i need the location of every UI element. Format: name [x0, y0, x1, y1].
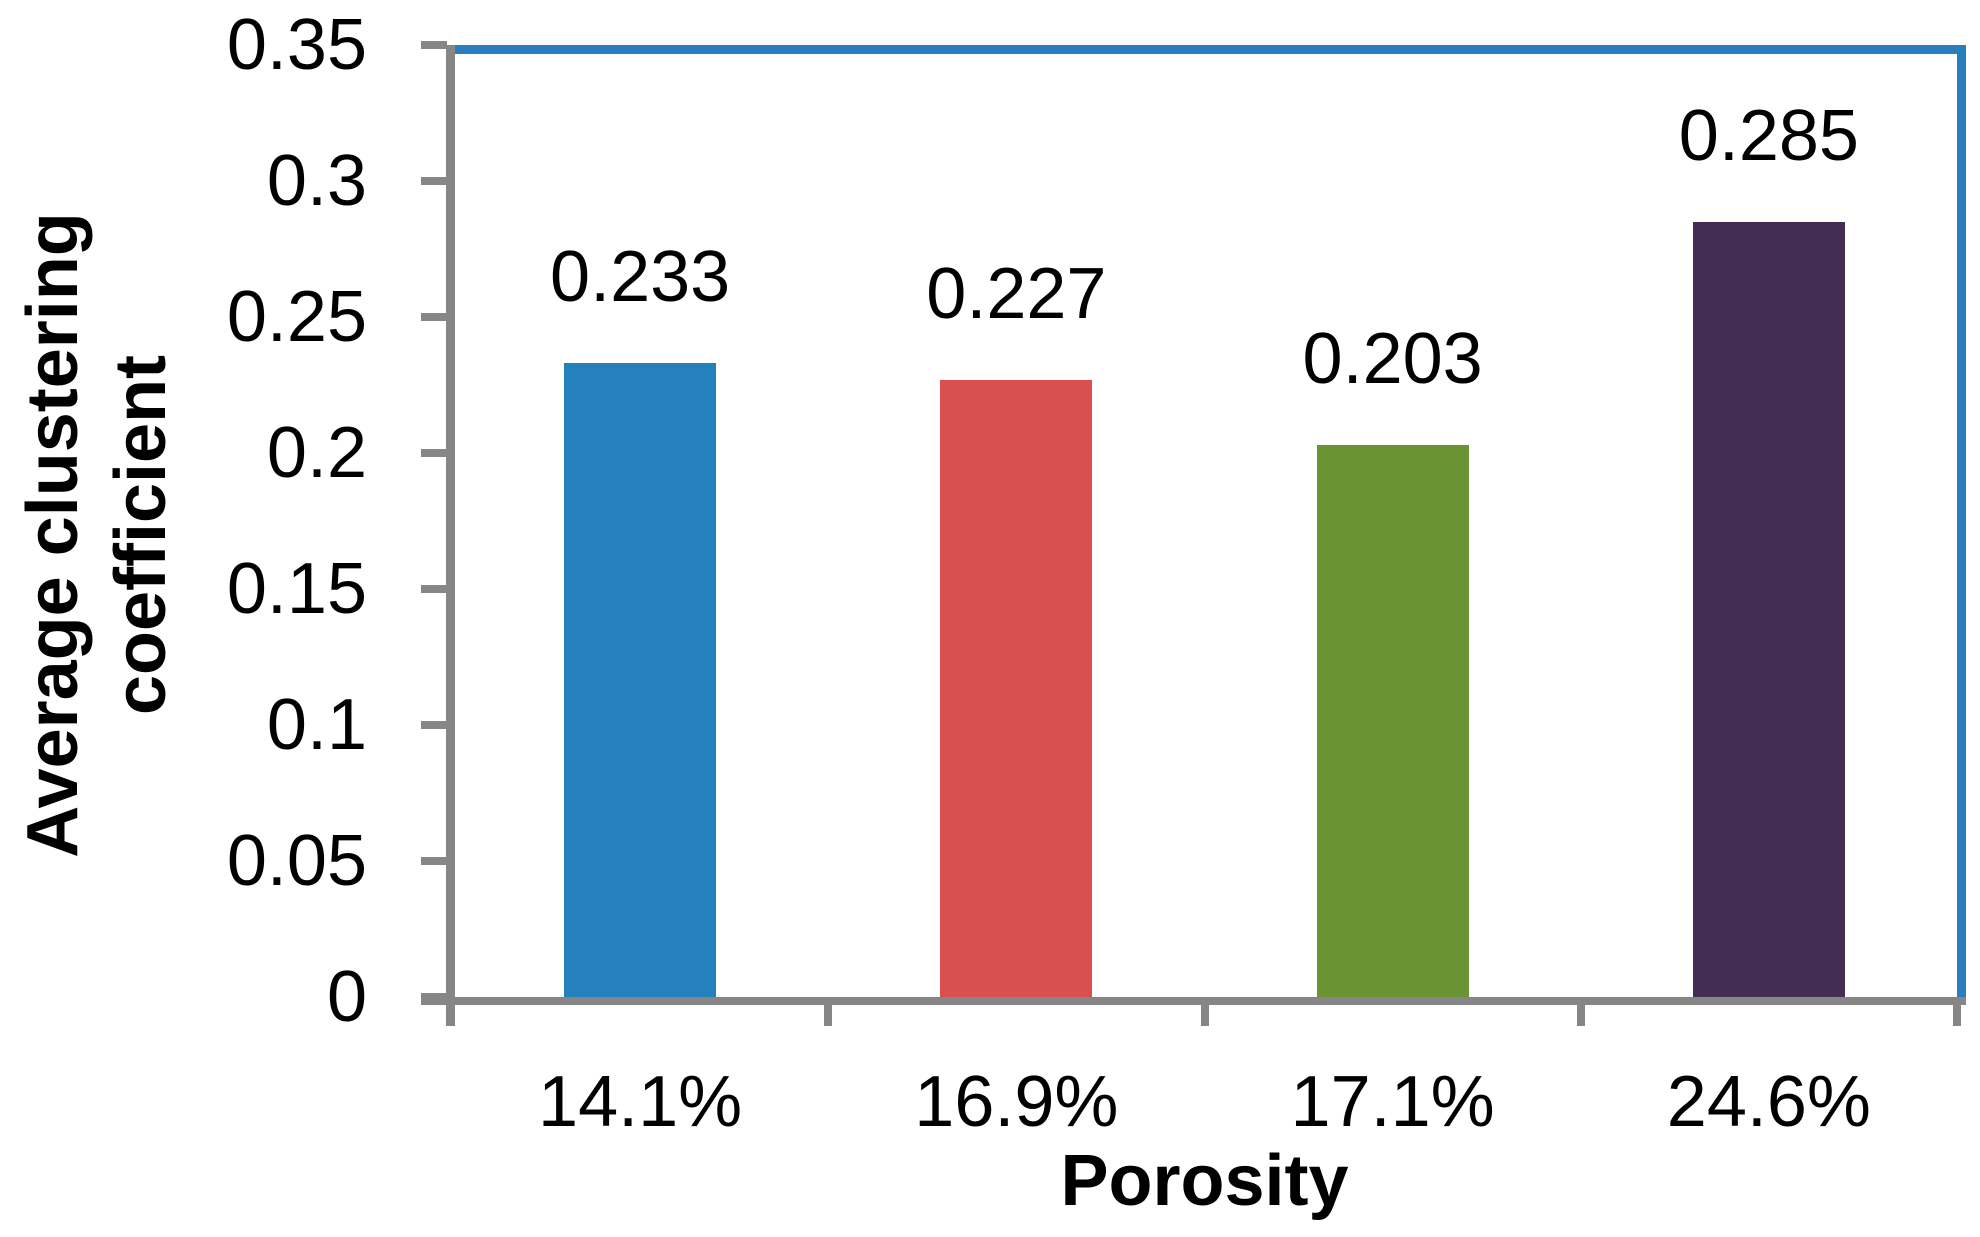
y-tick [421, 313, 447, 321]
y-tick [421, 177, 447, 185]
plot-border-top [452, 45, 1966, 54]
y-tick [421, 585, 447, 593]
x-axis-title: Porosity [1060, 1141, 1349, 1221]
bar-value-label: 0.227 [926, 254, 1107, 334]
bar-value-label: 0.285 [1678, 96, 1859, 176]
x-tick [824, 997, 833, 1026]
x-tick-label: 14.1% [538, 1062, 743, 1142]
bar [940, 380, 1093, 997]
y-tick [421, 449, 447, 457]
x-tick-label: 16.9% [914, 1062, 1119, 1142]
y-tick-label: 0.2 [266, 413, 367, 493]
bar [1692, 222, 1845, 997]
y-tick-label: 0.3 [266, 141, 367, 221]
y-tick-label: 0.35 [226, 5, 367, 85]
plot-border-right [1957, 45, 1966, 997]
y-tick [421, 857, 447, 865]
x-tick [1200, 997, 1209, 1026]
y-tick-label: 0.15 [226, 549, 367, 629]
bar [564, 363, 717, 997]
y-tick [421, 993, 447, 1001]
y-axis-line [446, 45, 455, 1026]
bar-value-label: 0.233 [550, 237, 731, 317]
y-tick [421, 41, 447, 49]
y-tick-label: 0.05 [226, 821, 367, 901]
bar-value-label: 0.203 [1302, 319, 1483, 399]
y-tick [421, 721, 447, 729]
x-tick [1953, 997, 1961, 1026]
bar [1316, 445, 1469, 997]
x-tick [1576, 997, 1585, 1026]
x-tick-label: 17.1% [1290, 1062, 1495, 1142]
x-tick-label: 24.6% [1666, 1062, 1871, 1142]
y-tick-label: 0 [326, 957, 367, 1037]
y-tick-label: 0.1 [266, 685, 367, 765]
y-tick-label: 0.25 [226, 277, 367, 357]
x-axis-line [421, 997, 1966, 1005]
